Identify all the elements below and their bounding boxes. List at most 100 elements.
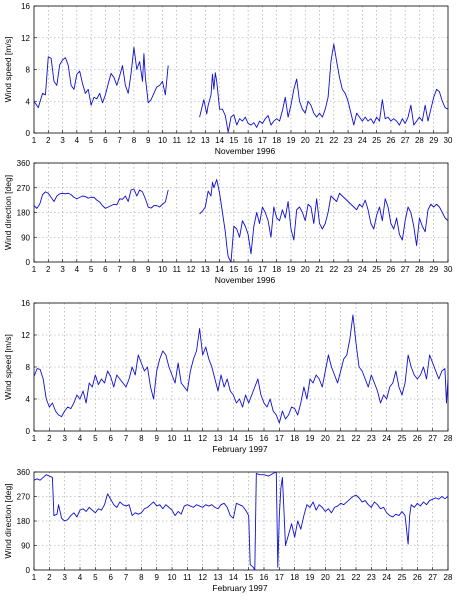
x-tick-label: 24	[382, 573, 391, 582]
x-tick-label: 25	[398, 434, 407, 443]
x-tick-label: 16	[244, 265, 253, 274]
x-tick-label: 18	[290, 434, 299, 443]
x-tick-label: 20	[301, 136, 310, 145]
x-tick-label: 11	[173, 265, 182, 274]
x-tick-label: 15	[244, 573, 253, 582]
x-tick-label: 13	[214, 573, 223, 582]
x-tick-label: 7	[117, 265, 122, 274]
x-tick-label: 17	[258, 136, 267, 145]
plot-frame	[33, 5, 449, 134]
x-tick-label: 1	[32, 136, 37, 145]
x-tick-label: 24	[358, 136, 367, 145]
x-tick-label: 16	[260, 434, 269, 443]
x-tick-label: 1	[32, 265, 37, 274]
x-tick-label: 1	[32, 434, 37, 443]
x-tick-label: 6	[103, 136, 108, 145]
x-tick-label: 7	[124, 573, 129, 582]
x-tick-label: 14	[229, 573, 238, 582]
y-tick-label: 8	[26, 66, 31, 75]
x-axis-label: November 1996	[215, 146, 276, 156]
x-axis-label: November 1996	[215, 275, 276, 285]
series-line-segment-1	[33, 471, 449, 571]
y-tick-label: 0	[26, 427, 31, 436]
x-tick-label: 5	[93, 434, 98, 443]
x-tick-label: 5	[89, 265, 94, 274]
y-tick-label: 4	[26, 395, 31, 404]
y-tick-label: 4	[26, 97, 31, 106]
x-tick-label: 2	[47, 434, 52, 443]
y-axis-label: Wind speed [m/s]	[3, 37, 13, 103]
x-tick-label: 18	[272, 136, 281, 145]
x-tick-label: 22	[329, 265, 338, 274]
x-tick-label: 26	[386, 136, 395, 145]
x-axis-label: February 1997	[212, 583, 268, 593]
x-tick-label: 5	[89, 136, 94, 145]
x-tick-label: 25	[372, 265, 381, 274]
x-tick-label: 21	[315, 136, 324, 145]
y-tick-label: 16	[21, 299, 30, 308]
x-tick-label: 23	[344, 136, 353, 145]
x-tick-label: 21	[336, 573, 345, 582]
x-tick-label: 16	[260, 573, 269, 582]
x-tick-label: 9	[146, 265, 151, 274]
x-tick-label: 2	[47, 573, 52, 582]
x-tick-label: 17	[275, 573, 284, 582]
x-tick-label: 3	[62, 434, 67, 443]
x-tick-label: 12	[198, 573, 207, 582]
x-tick-label: 1	[32, 573, 37, 582]
x-tick-label: 19	[287, 136, 296, 145]
x-tick-label: 7	[117, 136, 122, 145]
x-tick-label: 11	[183, 434, 192, 443]
x-tick-label: 19	[306, 434, 315, 443]
y-tick-label: 0	[26, 129, 31, 138]
x-tick-label: 19	[306, 573, 315, 582]
plot-frame	[33, 302, 449, 432]
x-tick-label: 18	[272, 265, 281, 274]
x-tick-label: 22	[352, 573, 361, 582]
x-tick-label: 26	[386, 265, 395, 274]
x-tick-label: 14	[215, 136, 224, 145]
x-tick-label: 10	[158, 265, 167, 274]
x-tick-label: 12	[187, 136, 196, 145]
x-tick-label: 14	[229, 434, 238, 443]
x-tick-label: 12	[187, 265, 196, 274]
y-tick-label: 12	[21, 34, 30, 43]
x-tick-label: 8	[139, 434, 144, 443]
series-line-segment-1	[33, 188, 169, 209]
x-tick-label: 8	[132, 265, 137, 274]
x-tick-label: 27	[428, 434, 437, 443]
y-axis-label: Wind direction [deg]	[3, 175, 13, 250]
x-tick-label: 19	[287, 265, 296, 274]
plot-frame	[33, 471, 449, 571]
x-tick-label: 28	[415, 136, 424, 145]
x-tick-label: 2	[46, 136, 51, 145]
x-tick-label: 17	[275, 434, 284, 443]
y-axis-label: Wind speed [m/s]	[3, 334, 13, 400]
x-tick-label: 10	[168, 573, 177, 582]
x-tick-label: 4	[75, 265, 80, 274]
x-tick-label: 3	[62, 573, 67, 582]
x-tick-label: 25	[398, 573, 407, 582]
x-tick-label: 5	[93, 573, 98, 582]
x-tick-label: 23	[344, 265, 353, 274]
x-tick-label: 20	[321, 434, 330, 443]
x-tick-label: 9	[154, 573, 159, 582]
y-tick-label: 0	[26, 258, 31, 267]
x-tick-label: 24	[382, 434, 391, 443]
x-tick-label: 18	[290, 573, 299, 582]
x-tick-label: 10	[168, 434, 177, 443]
x-tick-label: 8	[132, 136, 137, 145]
y-tick-label: 90	[21, 233, 30, 242]
y-axis-label: Wind direction [deg]	[3, 483, 13, 558]
x-tick-label: 17	[258, 265, 267, 274]
x-tick-label: 29	[429, 265, 438, 274]
x-tick-label: 6	[108, 434, 113, 443]
x-tick-label: 27	[401, 136, 410, 145]
x-tick-label: 3	[60, 136, 65, 145]
x-tick-label: 13	[201, 136, 210, 145]
y-tick-label: 90	[21, 542, 30, 551]
y-tick-label: 360	[17, 468, 31, 477]
x-tick-label: 2	[46, 265, 51, 274]
